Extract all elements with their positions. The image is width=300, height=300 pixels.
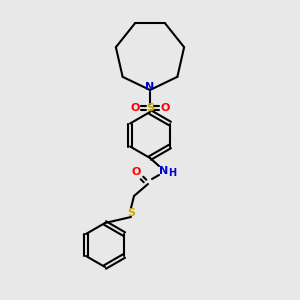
Text: S: S (146, 103, 154, 113)
Text: O: O (130, 103, 140, 113)
Text: N: N (146, 82, 154, 92)
Text: O: O (131, 167, 141, 177)
Text: N: N (159, 166, 169, 176)
Text: H: H (168, 168, 176, 178)
Text: O: O (160, 103, 170, 113)
Text: S: S (127, 208, 135, 218)
